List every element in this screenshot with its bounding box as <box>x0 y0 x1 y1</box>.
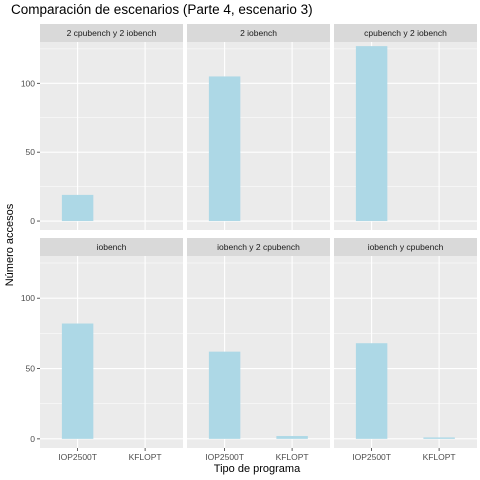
facet-panel: iobench <box>40 238 183 448</box>
facet-strip-label: 2 cpubench y 2 iobench <box>67 28 157 38</box>
facet-strip-label: 2 iobench <box>240 28 277 38</box>
facet-strip <box>187 24 330 42</box>
facet-panel: 2 iobench <box>187 24 330 230</box>
x-tick-label: IOP2500T <box>58 452 97 462</box>
y-tick-label: 0 <box>30 216 35 226</box>
x-tick-label: KFLOPT <box>276 452 309 462</box>
plot-panel-background <box>334 256 477 448</box>
y-axis-title: Número accesos <box>4 203 16 286</box>
y-tick-label: 0 <box>30 434 35 444</box>
facet-panels: 2 cpubench y 2 iobench 2 iobench cpubench … <box>40 24 477 448</box>
bar <box>355 343 388 439</box>
facet-strip-label: iobench y cpubench <box>368 242 444 252</box>
bar <box>276 436 308 439</box>
plot-panel-background <box>187 42 330 230</box>
facet-strip <box>187 238 330 256</box>
x-axes: IOP2500T KFLOPT IOP2500T KFLOPT IOP2500T KFLO… <box>58 448 456 462</box>
x-axis-title: Tipo de programa <box>214 463 301 475</box>
y-axes: 0 50 100 0 50 100 <box>21 78 40 444</box>
bar <box>61 194 94 222</box>
y-tick-label: 100 <box>21 293 35 303</box>
facet-panel: 2 cpubench y 2 iobench <box>40 24 183 230</box>
bar <box>208 76 241 222</box>
y-tick-label: 100 <box>21 78 35 88</box>
y-tick-label: 50 <box>26 147 36 157</box>
facet-strip <box>334 238 477 256</box>
plot-panel-background <box>40 256 183 448</box>
plot-panel-background <box>40 42 183 230</box>
bar <box>423 437 455 439</box>
x-tick-label: KFLOPT <box>423 452 456 462</box>
facet-strip <box>40 24 183 42</box>
x-tick-label: KFLOPT <box>129 452 162 462</box>
bar <box>61 323 94 439</box>
facet-strip-label: cpubench y 2 iobench <box>364 28 447 38</box>
bar <box>355 46 388 222</box>
facet-strip-label: iobench <box>97 242 127 252</box>
facet-strip <box>334 24 477 42</box>
chart-title: Comparación de escenarios (Parte 4, esce… <box>11 2 313 17</box>
facet-panel: iobench y cpubench <box>334 238 477 448</box>
bar <box>208 351 241 439</box>
facet-strip-label: iobench y 2 cpubench <box>217 242 300 252</box>
facet-strip <box>40 238 183 256</box>
x-tick-label: IOP2500T <box>205 452 244 462</box>
plot-panel-background <box>187 256 330 448</box>
plot-panel-background <box>334 42 477 230</box>
x-tick-label: IOP2500T <box>352 452 391 462</box>
y-tick-label: 50 <box>26 364 36 374</box>
facet-panel: cpubench y 2 iobench <box>334 24 477 230</box>
facet-panel: iobench y 2 cpubench <box>187 238 330 448</box>
